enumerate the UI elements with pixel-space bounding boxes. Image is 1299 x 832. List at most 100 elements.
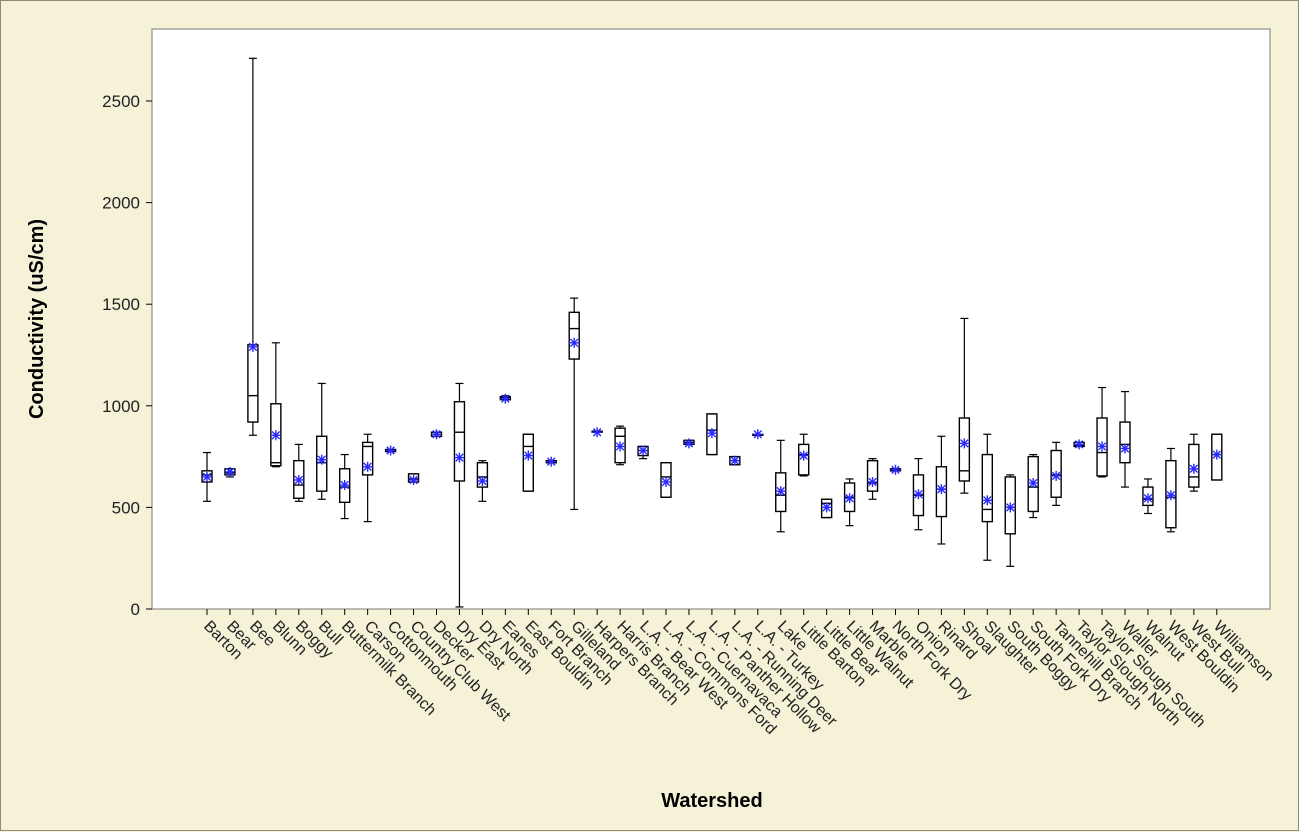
mean-marker (661, 477, 671, 487)
mean-marker-d2 (1074, 440, 1084, 449)
box-group (889, 464, 902, 475)
box-group (430, 429, 443, 440)
x-axis-title: Watershed (661, 790, 763, 812)
mean-marker (638, 445, 649, 456)
mean-marker-d2 (845, 494, 854, 503)
mean-marker (385, 445, 396, 456)
mean-marker (1051, 470, 1062, 481)
box-group (775, 439, 787, 533)
mean-marker (546, 456, 557, 467)
mean-marker (982, 495, 993, 506)
box-group (1073, 439, 1085, 450)
mean-marker-d2 (776, 486, 785, 496)
mean-marker-d2 (822, 503, 831, 512)
mean-marker-d2 (1166, 490, 1176, 500)
mean-marker (729, 455, 740, 466)
mean-marker (867, 477, 878, 487)
mean-marker (1120, 443, 1130, 454)
box-group (453, 382, 466, 608)
mean-marker (1028, 478, 1039, 489)
mean-marker (247, 341, 258, 352)
mean-marker-d2 (1051, 471, 1061, 481)
box-group (201, 451, 213, 502)
mean-marker-d2 (1097, 442, 1107, 451)
mean-marker (683, 438, 694, 449)
iqr-box (958, 417, 971, 482)
box-group (798, 433, 810, 477)
mean-marker (224, 466, 235, 477)
mean-marker-d2 (983, 496, 992, 505)
iqr-box (476, 461, 489, 488)
mean-marker (936, 484, 947, 495)
box-group (1211, 433, 1223, 481)
mean-marker-d2 (707, 428, 717, 438)
mean-marker-d2 (202, 472, 212, 482)
y-tick-label: 2500 (102, 92, 140, 111)
iqr-box (1119, 421, 1131, 464)
mean-marker (913, 489, 924, 500)
mean-marker (1097, 441, 1108, 452)
box-group (407, 473, 420, 485)
mean-marker (798, 450, 809, 461)
box-group (1142, 478, 1154, 515)
iqr-box (568, 311, 580, 360)
box-group (820, 498, 833, 519)
iqr-box (247, 344, 259, 423)
mean-marker (477, 475, 488, 486)
mean-marker-d2 (1143, 494, 1153, 503)
y-axis-title: Conductivity (uS/cm) (26, 219, 48, 419)
mean-marker-d2 (569, 338, 579, 348)
mean-marker-d2 (547, 457, 556, 466)
box-group (247, 57, 259, 436)
mean-marker-d2 (1028, 478, 1038, 488)
plot-area (151, 28, 1271, 610)
mean-marker (592, 427, 603, 438)
mean-marker-d2 (524, 451, 533, 460)
mean-marker (1211, 449, 1222, 460)
mean-marker-d2 (478, 476, 487, 486)
box-group (591, 427, 603, 438)
mean-marker (431, 429, 442, 440)
mean-marker (293, 474, 304, 485)
mean-marker-d2 (225, 467, 235, 477)
y-tick-label: 500 (112, 498, 140, 517)
mean-marker (339, 480, 350, 491)
mean-marker-d2 (753, 430, 763, 439)
mean-marker (270, 430, 281, 441)
mean-marker (1074, 439, 1085, 450)
iqr-box (522, 433, 534, 492)
mean-marker-d2 (409, 475, 418, 485)
box-group (912, 458, 925, 531)
y-tick-label: 2000 (102, 194, 140, 213)
mean-marker-d2 (891, 465, 900, 475)
mean-marker (752, 429, 763, 440)
box-group (683, 438, 695, 449)
mean-marker-d2 (432, 430, 441, 439)
mean-marker-d2 (684, 439, 694, 448)
mean-marker (454, 452, 465, 463)
mean-marker-d2 (868, 477, 877, 487)
box-group (637, 445, 649, 460)
y-tick-label: 1500 (102, 295, 140, 314)
box-group (384, 445, 397, 456)
box-group (339, 453, 351, 520)
y-tick-label: 1000 (102, 397, 140, 416)
mean-marker-d2 (960, 439, 969, 448)
box-group (729, 455, 741, 466)
box-group (476, 460, 489, 502)
y-tick-label: 0 (131, 600, 140, 619)
mean-marker (523, 450, 534, 461)
mean-marker (1142, 493, 1153, 504)
mean-marker-d2 (730, 456, 740, 465)
box-group (660, 461, 672, 498)
mean-marker-d2 (455, 453, 464, 462)
mean-marker (1188, 463, 1199, 474)
mean-marker (844, 493, 855, 504)
box-group (935, 435, 948, 545)
iqr-box (981, 453, 993, 523)
mean-marker-d2 (340, 480, 349, 490)
box-group (293, 443, 305, 502)
box-group (1050, 441, 1062, 506)
